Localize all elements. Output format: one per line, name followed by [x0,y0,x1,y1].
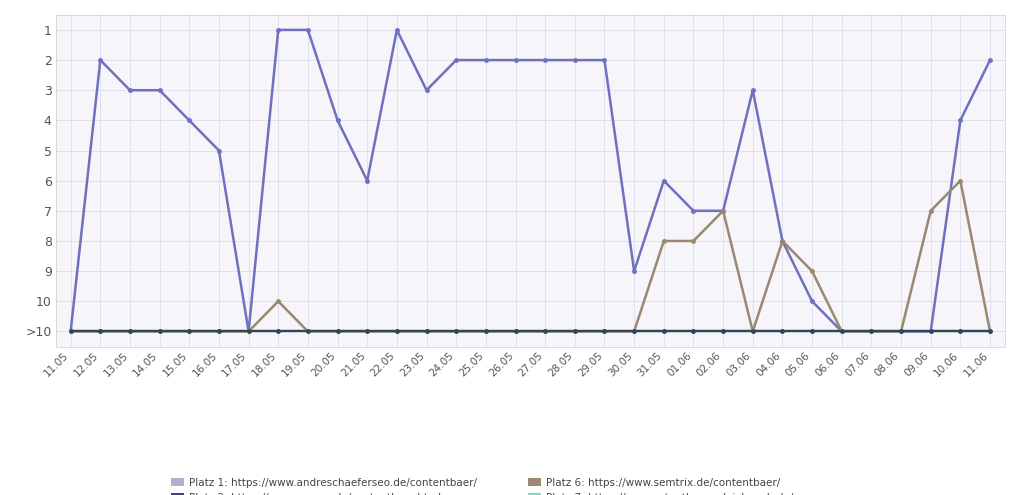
Legend: Platz 1: https://www.andreschaeferseo.de/contentbaer/, Platz 2: https://www.suma: Platz 1: https://www.andreschaeferseo.de… [172,478,889,495]
